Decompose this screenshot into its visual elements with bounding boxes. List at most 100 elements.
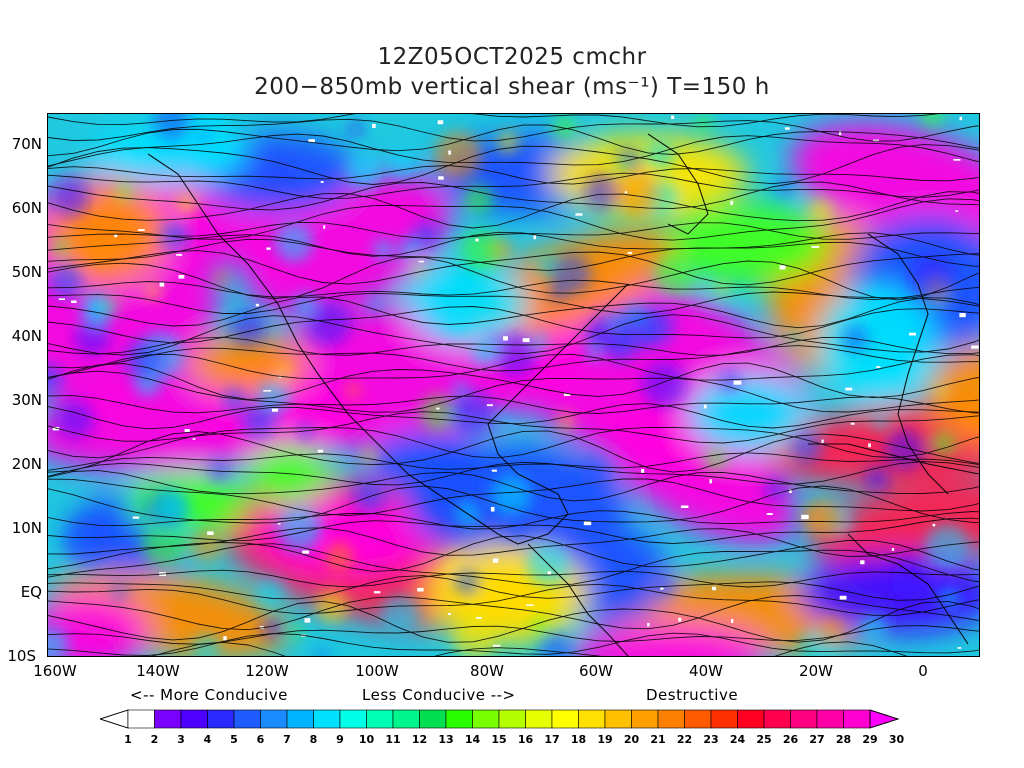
- streamline: [48, 231, 979, 257]
- colorbar-swatch: [710, 709, 738, 729]
- streamline: [48, 370, 979, 413]
- streamline: [48, 144, 979, 185]
- lat-label: 70N: [11, 135, 42, 153]
- colorbar-swatch: [127, 709, 155, 729]
- colorbar-swatch: [551, 709, 579, 729]
- colorbar-tick-label: 13: [438, 733, 454, 746]
- colorbar-tick-label: 15: [491, 733, 507, 746]
- shear-map-canvas: [48, 114, 979, 656]
- streamline: [48, 256, 979, 301]
- colorbar-tick-label: 3: [177, 733, 185, 746]
- streamline: [48, 114, 940, 128]
- streamline: [48, 625, 979, 645]
- streamline: [48, 485, 979, 524]
- lat-label: 30N: [11, 391, 42, 409]
- streamline: [48, 469, 979, 502]
- streamline: [48, 306, 979, 344]
- lon-label: 60W: [579, 662, 613, 680]
- coastline: [808, 443, 979, 475]
- colorbar-swatch: [578, 709, 606, 729]
- coastline: [647, 133, 709, 235]
- streamline: [48, 510, 979, 530]
- streamline: [48, 583, 979, 616]
- colorbar-tick-label: 28: [835, 733, 852, 746]
- colorbar-arrow-right: [869, 709, 900, 729]
- colorbar-tick-label: 6: [256, 733, 265, 746]
- streamline: [48, 296, 979, 329]
- streamline: [48, 345, 979, 372]
- colorbar-swatch: [790, 709, 818, 729]
- colorbar-tick-label: 12: [411, 733, 428, 746]
- colorbar-swatch: [816, 709, 844, 729]
- streamline: [48, 118, 979, 142]
- colorbar-swatch: [843, 709, 871, 729]
- colorbar-tick-label: 17: [544, 733, 560, 746]
- colorbar-swatch: [207, 709, 235, 729]
- coastline: [487, 283, 629, 545]
- colorbar-swatch: [339, 709, 367, 729]
- lat-label: 10N: [11, 519, 42, 537]
- colorbar-tick-label: 25: [756, 733, 772, 746]
- coastline: [847, 533, 969, 645]
- colorbar-tick-label: 27: [809, 733, 825, 746]
- streamline: [48, 165, 979, 185]
- note-less-conducive: Less Conducive -->: [362, 686, 516, 704]
- streamline: [151, 641, 908, 656]
- colorbar-swatch: [604, 709, 632, 729]
- colorbar-swatch: [286, 709, 314, 729]
- lon-label: 160W: [33, 662, 77, 680]
- lat-label: EQ: [20, 583, 42, 601]
- streamline: [48, 362, 979, 400]
- colorbar-swatch: [684, 709, 712, 729]
- colorbar-swatch: [392, 709, 420, 729]
- streamline: [48, 336, 979, 356]
- colorbar-tick-label: 23: [703, 733, 719, 746]
- coastline: [147, 153, 519, 545]
- colorbar-swatch: [313, 709, 341, 729]
- streamline: [48, 198, 979, 241]
- chart-title: 12Z05OCT2025 cmchr: [377, 44, 647, 70]
- colorbar-tick-label: 5: [230, 733, 238, 746]
- colorbar-swatch: [472, 709, 500, 729]
- colorbar-tick-label: 22: [676, 733, 693, 746]
- colorbar-swatch: [366, 709, 394, 729]
- lat-label: 40N: [11, 327, 42, 345]
- colorbar-swatch: [233, 709, 261, 729]
- colorbar: [100, 709, 900, 729]
- streamline: [48, 411, 979, 444]
- streamline: [48, 191, 979, 229]
- streamline: [48, 291, 979, 314]
- streamline: [48, 181, 979, 211]
- colorbar-swatch: [737, 709, 765, 729]
- streamline: [48, 238, 979, 271]
- lon-label: 100W: [355, 662, 399, 680]
- colorbar-tick-label: 19: [597, 733, 613, 746]
- colorbar-tick-label: 1: [124, 733, 132, 746]
- colorbar-tick-label: 9: [336, 733, 344, 746]
- streamline: [48, 452, 979, 471]
- lon-label: 40W: [689, 662, 723, 680]
- streamline: [48, 124, 979, 157]
- streamline: [48, 478, 979, 516]
- colorbar-swatch: [419, 709, 447, 729]
- colorbar-tick-label: 16: [517, 733, 534, 746]
- lon-label: 0: [918, 662, 928, 680]
- streamline: [48, 569, 979, 588]
- streamline: [48, 517, 979, 544]
- colorbar-arrow-left: [100, 709, 129, 729]
- colorbar-swatch: [498, 709, 526, 729]
- note-more-conducive: <-- More Conducive: [130, 686, 288, 704]
- colorbar-tick-label: 29: [862, 733, 878, 746]
- colorbar-swatch: [180, 709, 208, 729]
- lat-label: 10S: [7, 647, 36, 665]
- streamline: [48, 595, 979, 631]
- colorbar-swatch: [657, 709, 685, 729]
- colorbar-swatch: [631, 709, 659, 729]
- colorbar-swatch: [445, 709, 473, 729]
- shear-map: [47, 113, 980, 657]
- note-destructive: Destructive: [646, 686, 739, 704]
- streamline: [48, 430, 979, 473]
- lon-label: 80W: [470, 662, 504, 680]
- colorbar-tick-label: 30: [888, 733, 905, 746]
- streamline: [48, 133, 979, 167]
